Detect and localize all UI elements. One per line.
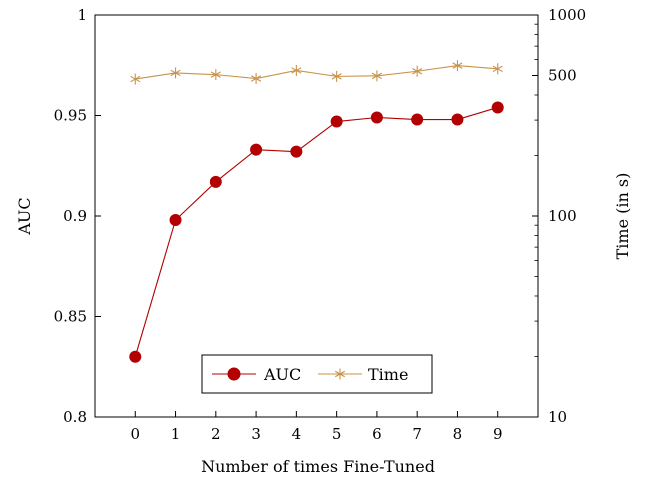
data-point-time: [251, 73, 262, 85]
data-point-time: [412, 65, 423, 77]
y-left-tick-label: 1: [77, 6, 87, 24]
data-point-auc: [209, 175, 222, 188]
data-point-time: [452, 60, 463, 72]
x-axis-title: Number of times Fine-Tuned: [201, 457, 435, 476]
legend-time-label: Time: [368, 365, 408, 384]
y-right-tick-label: 1000: [548, 6, 586, 24]
legend-time-marker: [334, 368, 346, 380]
series-line-time: [135, 65, 498, 80]
data-point-auc: [330, 115, 343, 128]
x-tick-label: 2: [211, 425, 221, 443]
y-right-tick-label: 500: [548, 67, 577, 85]
x-tick-label: 1: [171, 425, 181, 443]
x-tick-label: 3: [251, 425, 261, 443]
x-tick-label: 7: [412, 425, 422, 443]
data-point-time: [130, 73, 141, 85]
data-point-auc: [169, 214, 182, 227]
data-point-time: [371, 70, 382, 82]
x-tick-label: 9: [493, 425, 503, 443]
legend-auc-marker: [227, 367, 241, 381]
data-point-time: [170, 67, 181, 79]
y-left-tick-label: 0.95: [54, 107, 87, 125]
x-tick-label: 6: [372, 425, 382, 443]
data-point-auc: [129, 350, 142, 363]
y-axis-left-title: AUC: [15, 197, 34, 235]
x-tick-label: 0: [130, 425, 140, 443]
legend-auc-label: AUC: [263, 365, 301, 384]
data-point-auc: [250, 143, 263, 156]
axes: 0 1 2 3 4 5 6 7 8 9 0.8 0.85 0.9 0.95 1 10 100 500 1000: [54, 6, 587, 443]
x-tick-label: 8: [453, 425, 463, 443]
data-point-auc: [370, 111, 383, 124]
y-right-tick-label: 10: [548, 408, 567, 426]
x-tick-label: 4: [292, 425, 302, 443]
y-axis-right-title: Time (in s): [613, 173, 632, 260]
x-tick-label: 5: [332, 425, 342, 443]
y-left-tick-label: 0.85: [54, 308, 87, 326]
legend: AUC Time: [201, 354, 433, 394]
y-left-tick-label: 0.8: [63, 408, 87, 426]
legend-time-star: [334, 368, 346, 380]
series-layer: [129, 60, 504, 363]
data-point-time: [291, 64, 302, 76]
y-right-tick-label: 100: [548, 207, 577, 225]
y-left-tick-label: 0.9: [63, 207, 87, 225]
series-line-auc: [134, 106, 498, 357]
data-point-auc: [290, 145, 303, 158]
data-point-auc: [451, 113, 464, 126]
data-point-auc: [411, 113, 424, 126]
data-point-time: [492, 63, 503, 75]
data-point-time: [331, 70, 342, 82]
data-point-auc: [491, 101, 504, 114]
data-point-time: [210, 69, 221, 81]
